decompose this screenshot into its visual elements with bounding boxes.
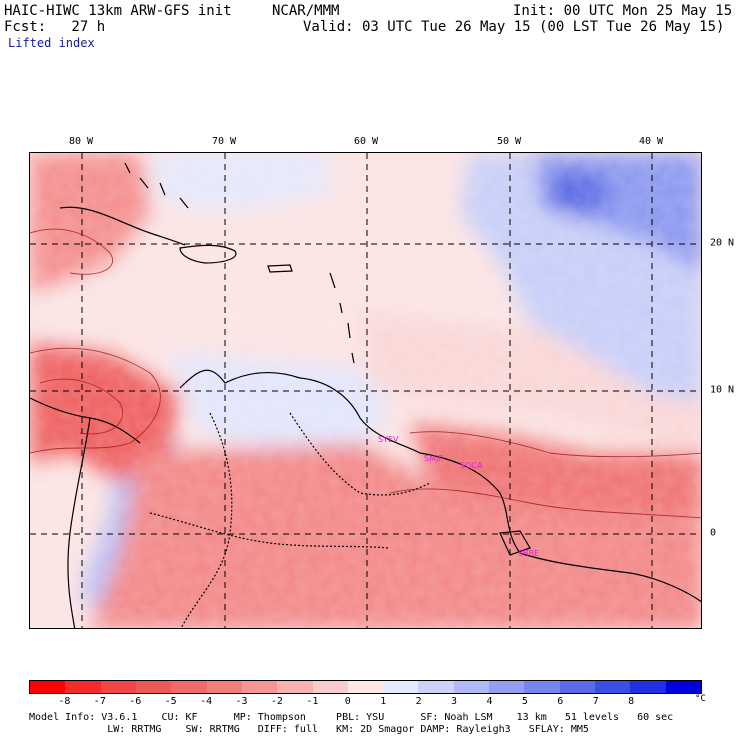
model-title: HAIC-HIWC 13km ARW-GFS init <box>4 3 232 19</box>
colorbar-tick-label: -8 <box>58 696 71 707</box>
station-sbbe: SBBE <box>518 549 539 558</box>
colorbar-tick-label: 0 <box>344 696 351 707</box>
colorbar-tick-label: -5 <box>164 696 177 707</box>
stations: SYEV SMJP SOCA SBBE <box>378 435 539 558</box>
colorbar-segment <box>241 681 278 693</box>
colorbar-tick-label: 1 <box>380 696 387 707</box>
coast-bahamas <box>124 162 189 209</box>
coast-cuba <box>59 206 186 246</box>
colorbar-tick-label: -7 <box>93 696 106 707</box>
colorbar-segment <box>383 681 419 693</box>
colorbar-segment <box>135 681 172 693</box>
coast-puerto-rico <box>267 264 293 273</box>
colorbar-segment <box>630 681 666 693</box>
init-time: Init: 00 UTC Mon 25 May 15 <box>513 3 733 19</box>
colorbar-segment <box>524 681 560 693</box>
colorbar <box>29 680 702 694</box>
colorbar-tick-label: 3 <box>451 696 458 707</box>
colorbar-segment <box>559 681 595 693</box>
field-name: Lifted index <box>8 36 95 50</box>
coast-pacific <box>67 417 91 628</box>
coast-hispaniola <box>179 244 237 264</box>
coast-marajo <box>499 530 531 556</box>
colorbar-tick-label: 8 <box>628 696 635 707</box>
contour-3 <box>409 431 701 458</box>
contour-5 <box>30 228 113 275</box>
graticule <box>30 153 701 628</box>
colorbar-units: °C <box>695 694 706 704</box>
colorbar-segment <box>206 681 242 693</box>
colorbar-segment <box>100 681 136 693</box>
lon-label-80w: 80 W <box>68 136 94 147</box>
colorbar-segment <box>347 681 384 693</box>
colorbar-tick-label: 7 <box>592 696 599 707</box>
lifted-index-map: SYEV SMJP SOCA SBBE <box>30 153 701 628</box>
lat-label-10n: 10 N <box>710 384 735 396</box>
station-smjp: SMJP <box>424 454 443 463</box>
colorbar-segment <box>312 681 348 693</box>
colorbar-tick-label: 4 <box>486 696 493 707</box>
colorbar-segment <box>489 681 525 693</box>
colorbar-tick-label: -4 <box>200 696 213 707</box>
org-label: NCAR/MMM <box>272 3 340 19</box>
lon-label-60w: 60 W <box>353 136 379 147</box>
contour-1 <box>30 347 161 454</box>
colorbar-tick-label: 2 <box>415 696 422 707</box>
coast-lesser-antilles <box>329 272 355 364</box>
coast-south-america-north <box>179 369 701 603</box>
border-interior-1 <box>180 412 233 628</box>
colorbar-segment <box>595 681 631 693</box>
lon-label-70w: 70 W <box>211 136 237 147</box>
contour-4 <box>389 488 701 519</box>
lon-label-50w: 50 W <box>496 136 522 147</box>
colorbar-segment <box>665 681 701 693</box>
lon-label-40w: 40 W <box>638 136 664 147</box>
model-info-line2: LW: RRTMG SW: RRTMG DIFF: full KM: 2D Sm… <box>29 724 589 735</box>
colorbar-segment <box>171 681 207 693</box>
contours <box>30 228 701 519</box>
colorbar-segment <box>418 681 454 693</box>
colorbar-tick-label: 5 <box>521 696 528 707</box>
colorbar-segment <box>65 681 101 693</box>
border-interior-3 <box>149 512 391 549</box>
colorbar-tick-label: -1 <box>306 696 319 707</box>
border-interior-2 <box>289 412 431 496</box>
colorbar-segment <box>453 681 490 693</box>
colorbar-tick-label: -2 <box>270 696 283 707</box>
forecast-hour: Fcst: 27 h <box>4 19 106 35</box>
model-info-line1: Model Info: V3.6.1 CU: KF MP: Thompson P… <box>29 712 674 723</box>
lat-label-20n: 20 N <box>710 237 735 249</box>
station-soca: SOCA <box>460 461 483 470</box>
colorbar-tick-label: 6 <box>557 696 564 707</box>
colorbar-tick-label: -3 <box>235 696 248 707</box>
colorbar-segment <box>30 681 66 693</box>
contour-2 <box>39 378 123 435</box>
valid-time: Valid: 03 UTC Tue 26 May 15 (00 LST Tue … <box>303 19 725 35</box>
colorbar-tick-label: -6 <box>129 696 142 707</box>
coastlines <box>30 162 701 628</box>
station-syev: SYEV <box>378 435 399 444</box>
lat-label-eq: 0 <box>710 527 717 539</box>
colorbar-segment <box>277 681 313 693</box>
map-panel: SYEV SMJP SOCA SBBE <box>29 152 702 629</box>
